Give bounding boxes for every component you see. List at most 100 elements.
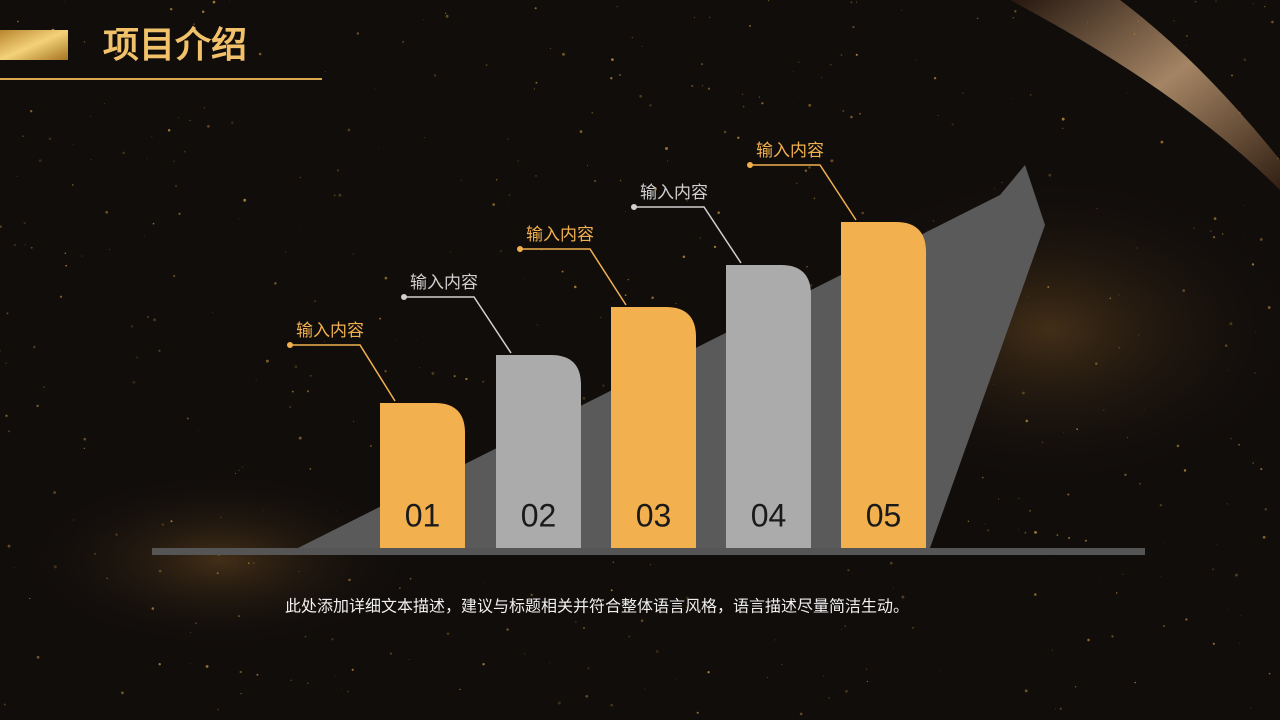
title-mark: [0, 30, 68, 60]
dust-particle: [889, 561, 893, 565]
dust-particle: [1255, 332, 1257, 333]
dust-particle: [324, 71, 326, 72]
dust-particle: [189, 119, 191, 122]
dust-particle: [1173, 20, 1175, 22]
dust-particle: [1030, 94, 1032, 96]
callout-label: 输入内容: [640, 183, 708, 203]
dust-particle: [1215, 0, 1217, 2]
dust-particle: [624, 294, 627, 297]
dust-particle: [198, 430, 200, 432]
dust-particle: [158, 663, 161, 666]
dust-particle: [855, 1, 858, 3]
dust-particle: [1250, 707, 1252, 709]
dust-particle: [984, 523, 986, 525]
dust-particle: [1159, 576, 1161, 577]
dust-particle: [1229, 322, 1233, 326]
dust-particle: [1210, 230, 1212, 232]
dust-particle: [1100, 580, 1101, 582]
dust-particle: [307, 682, 309, 684]
dust-particle: [1024, 531, 1027, 534]
dust-particle: [147, 315, 149, 318]
dust-particle: [290, 679, 292, 682]
dust-particle: [1115, 592, 1118, 594]
dust-particle: [1230, 437, 1232, 440]
dust-particle: [212, 0, 216, 4]
dust-particle: [535, 81, 538, 84]
dust-particle: [767, 676, 769, 678]
dust-particle: [334, 194, 336, 196]
dust-particle: [1212, 236, 1216, 239]
dust-particle: [1240, 615, 1242, 616]
dust-particle: [1127, 92, 1128, 94]
dust-particle: [98, 634, 100, 635]
dust-particle: [892, 587, 894, 589]
dust-particle: [309, 468, 312, 470]
dust-particle: [347, 690, 349, 693]
dust-particle: [29, 597, 31, 600]
dust-particle: [797, 61, 800, 63]
baseline: [152, 548, 1145, 555]
dust-particle: [299, 176, 302, 179]
dust-particle: [1055, 708, 1056, 710]
dust-particle: [402, 40, 405, 44]
dust-particle: [482, 380, 485, 383]
dust-particle: [13, 243, 17, 247]
dust-particle: [1252, 3, 1254, 5]
dust-particle: [1277, 157, 1279, 160]
dust-particle: [459, 688, 461, 691]
dust-particle: [158, 349, 161, 352]
dust-particle: [675, 303, 677, 304]
dust-particle: [7, 544, 11, 548]
dust-particle: [1124, 473, 1127, 477]
dust-particle: [258, 52, 262, 56]
dust-particle: [1238, 111, 1241, 114]
dust-particle: [341, 688, 342, 689]
dust-particle: [146, 158, 148, 160]
dust-particle: [224, 34, 227, 38]
dust-particle: [1160, 140, 1164, 144]
dust-particle: [115, 533, 118, 536]
dust-particle: [207, 125, 210, 128]
dust-particle: [331, 637, 334, 641]
dust-particle: [83, 447, 85, 450]
dust-particle: [274, 282, 277, 285]
dust-particle: [1262, 535, 1266, 539]
dust-particle: [1244, 205, 1246, 207]
dust-particle: [837, 5, 839, 6]
dust-particle: [1227, 370, 1229, 371]
dust-particle: [1067, 493, 1070, 496]
dust-particle: [1111, 635, 1114, 638]
dust-particle: [574, 285, 577, 289]
dust-particle: [809, 284, 813, 287]
glow: [20, 470, 420, 650]
dust-particle: [243, 198, 247, 202]
dust-particle: [1041, 441, 1044, 444]
dust-particle: [444, 12, 447, 14]
dust-particle: [850, 1, 853, 4]
dust-particle: [64, 252, 67, 255]
dust-particle: [449, 251, 451, 253]
dust-particle: [1001, 181, 1003, 183]
dust-particle: [844, 625, 846, 627]
dust-particle: [1022, 391, 1025, 395]
dust-particle: [36, 404, 39, 408]
dust-particle: [524, 278, 526, 279]
dust-particle: [399, 587, 401, 590]
dust-particle: [737, 136, 740, 139]
dust-particle: [987, 529, 990, 532]
title-underline: [0, 78, 322, 80]
dust-particle: [560, 602, 563, 605]
dust-particle: [205, 664, 209, 668]
dust-particle: [239, 670, 242, 674]
dust-particle: [324, 340, 325, 342]
dust-particle: [83, 41, 86, 43]
dust-particle: [304, 635, 307, 638]
dust-particle: [1025, 419, 1029, 423]
dust-particle: [602, 384, 605, 387]
dust-particle: [167, 129, 171, 132]
dust-particle: [3, 703, 6, 706]
dust-particle: [352, 253, 355, 255]
dust-particle: [508, 193, 511, 197]
dust-particle: [709, 16, 711, 18]
